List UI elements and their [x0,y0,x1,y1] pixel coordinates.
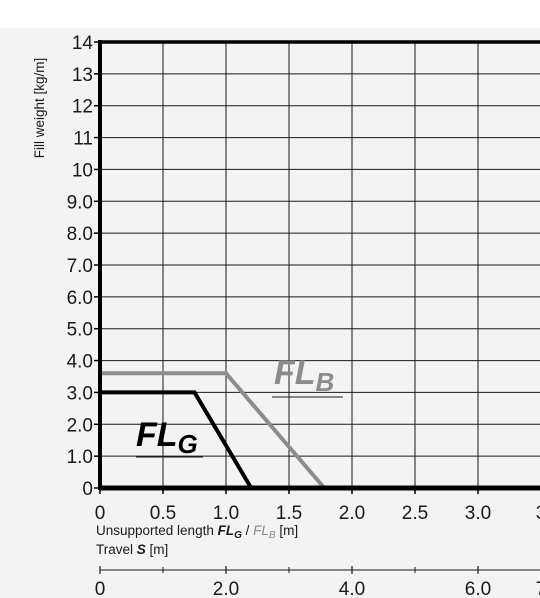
y-tick-label: 4.0 [67,352,93,373]
travel-tick-label: 6.0 [465,579,491,598]
y-tick-label: 3.0 [67,383,93,404]
page-top-strip [0,0,540,28]
svg-text:FLB: FLB [274,354,334,397]
x-tick-label: 1.0 [213,503,239,524]
travel-tick-label: 2.0 [213,579,239,598]
y-tick-label: 1.0 [67,447,93,468]
x-tick-label: 3 [536,503,540,524]
x-tick-label: 0 [95,503,106,524]
y-tick-label: 12 [72,97,93,118]
y-axis-title: Fill weight [kg/m] [32,58,47,159]
x-tick-label: 3.0 [465,503,491,524]
y-tick-label: 7.0 [67,256,93,277]
axes [94,40,540,574]
series-layer [100,371,326,490]
x-tick-label: 2.0 [339,503,365,524]
travel-tick-label: 0 [95,579,106,598]
y-tick-label: 5.0 [67,320,93,341]
y-tick-label: 10 [72,160,93,181]
series-line-fl-g [100,390,253,490]
y-tick-label: 2.0 [67,415,93,436]
y-tick-label: 0 [82,479,93,500]
y-tick-label: 11 [73,129,93,150]
x-tick-label: 0.5 [150,503,176,524]
series-line-fl-b [100,371,326,490]
y-tick-label: 14 [72,33,94,54]
travel-tick-label: 7 [536,579,540,598]
y-tick-label: 9.0 [67,192,93,213]
svg-text:FLG: FLG [136,416,198,459]
series-label-fl-b: FLB [272,354,343,398]
y-tick-label: 8.0 [67,224,93,245]
x-tick-label: 2.5 [402,503,428,524]
travel-tick-label: 4.0 [339,579,365,598]
travel-axis-title: Travel S [m] [96,542,168,557]
x-tick-label: 1.5 [276,503,302,524]
y-tick-label: 6.0 [67,288,93,309]
x-axis-title: Unsupported length FLG / FLB [m] [96,523,298,541]
y-tick-label: 13 [72,65,93,86]
series-label-fl-g: FLG [136,416,203,459]
